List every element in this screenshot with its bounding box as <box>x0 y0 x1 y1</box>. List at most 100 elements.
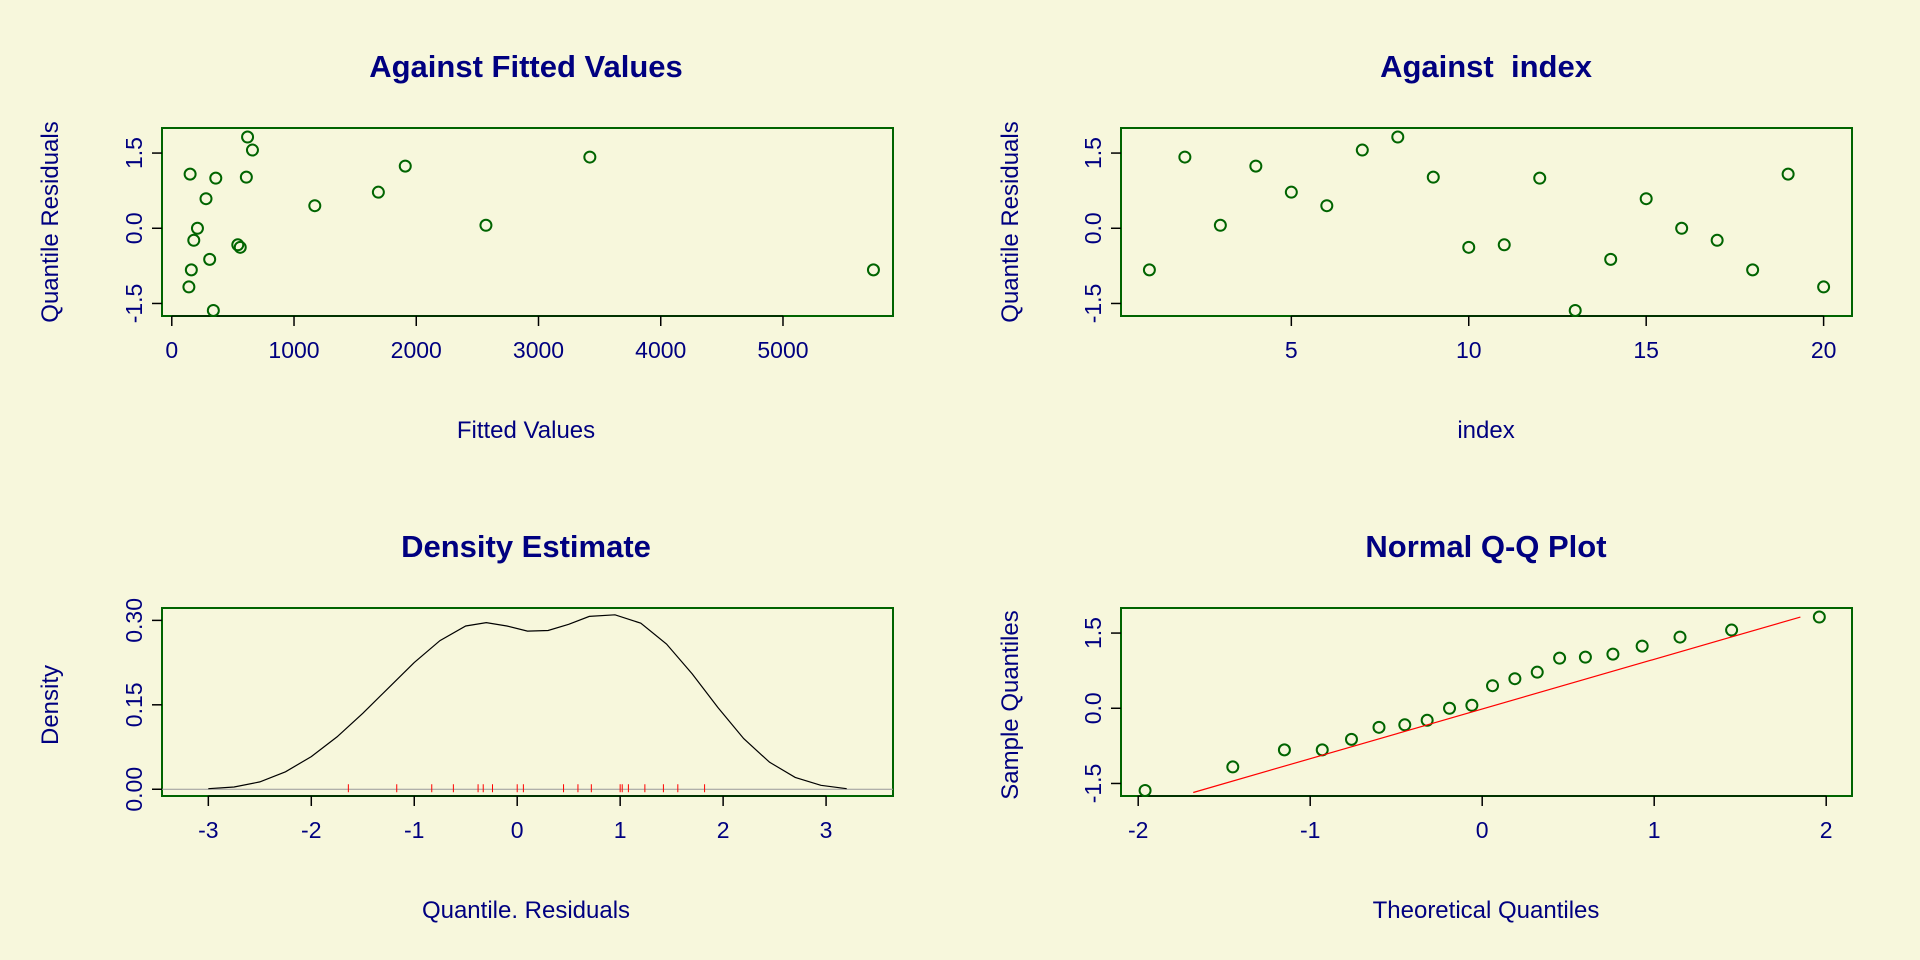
panel4-ylabel: Sample Quantiles <box>997 610 1024 799</box>
data-point <box>1578 650 1592 664</box>
data-point <box>1781 167 1795 181</box>
data-point <box>1817 280 1831 294</box>
x-tick-label: 2 <box>717 817 730 843</box>
y-tick-label: 0.15 <box>121 682 147 727</box>
data-point <box>398 159 412 173</box>
x-tick-label: -3 <box>198 817 218 843</box>
data-point <box>1530 665 1544 679</box>
y-tick-label: 1.5 <box>121 137 147 169</box>
panel4-title: Normal Q-Q Plot <box>1365 529 1606 564</box>
x-tick-label: 3 <box>820 817 833 843</box>
y-tick-label: 0.0 <box>121 212 147 244</box>
data-point <box>1443 701 1457 715</box>
data-point <box>1344 732 1358 746</box>
panel3-plot: -3 -2 -1 0 1 2 3 0.00 0.15 0.30 <box>121 598 894 843</box>
data-point <box>1604 252 1618 266</box>
y-tick-label: -1.5 <box>1080 284 1106 324</box>
data-point <box>1639 192 1653 206</box>
x-tick-label: 15 <box>1633 337 1659 363</box>
data-point <box>866 263 880 277</box>
x-tick-label: 2 <box>1820 817 1833 843</box>
panel3-title: Density Estimate <box>401 529 651 564</box>
x-tick-label: 0 <box>165 337 178 363</box>
panel3-ylabel: Density <box>37 665 64 745</box>
data-point <box>187 233 201 247</box>
x-tick-label: 5 <box>1285 337 1298 363</box>
panel1-title: Against Fitted Values <box>369 49 683 84</box>
data-point <box>1138 783 1152 797</box>
data-point <box>1465 698 1479 712</box>
y-tick-label: 0.0 <box>1080 692 1106 724</box>
data-point <box>1533 171 1547 185</box>
panel4-plot: -2 -1 0 1 2 -1.5 0.0 1.5 <box>1080 607 1853 843</box>
data-point <box>233 240 247 254</box>
y-tick-label: -1.5 <box>1080 764 1106 804</box>
data-point <box>1426 170 1440 184</box>
data-point <box>203 252 217 266</box>
x-tick-label: 1 <box>614 817 627 843</box>
x-tick-label: 1 <box>1648 817 1661 843</box>
data-point <box>1355 143 1369 157</box>
data-point <box>1746 263 1760 277</box>
panel1-plot: 0 1000 2000 3000 4000 5000 -1.5 0.0 1.5 <box>121 127 894 363</box>
data-point <box>1249 159 1263 173</box>
data-point <box>239 170 253 184</box>
data-point <box>231 238 245 252</box>
data-point <box>199 192 213 206</box>
data-point <box>1213 218 1227 232</box>
x-tick-label: 1000 <box>268 337 319 363</box>
x-tick-label: 4000 <box>635 337 686 363</box>
density-curve <box>208 614 847 790</box>
data-point <box>1725 623 1739 637</box>
data-point <box>1277 743 1291 757</box>
panel-density-estimate: Density Estimate Quantile. Residuals Den… <box>37 529 894 924</box>
x-tick-label: 5000 <box>757 337 808 363</box>
data-point <box>241 130 255 144</box>
data-point <box>1178 150 1192 164</box>
data-point <box>479 218 493 232</box>
data-point <box>371 185 385 199</box>
panel2-plot: 5 10 15 20 -1.5 0.0 1.5 <box>1080 127 1853 363</box>
panel4-xlabel: Theoretical Quantiles <box>1373 897 1600 924</box>
data-point <box>1606 647 1620 661</box>
data-point <box>1420 713 1434 727</box>
panel-against-index: Against index index Quantile Residuals 5… <box>997 49 1853 444</box>
qq-reference-line <box>1193 616 1801 794</box>
data-point <box>1142 263 1156 277</box>
data-point <box>1462 240 1476 254</box>
x-tick-label: -1 <box>1300 817 1320 843</box>
data-point <box>1486 679 1500 693</box>
panel1-ylabel: Quantile Residuals <box>37 121 64 322</box>
data-point <box>1391 130 1405 144</box>
y-tick-label: 1.5 <box>1080 617 1106 649</box>
data-point <box>1635 639 1649 653</box>
x-tick-label: -2 <box>1128 817 1148 843</box>
data-point <box>1673 630 1687 644</box>
x-tick-label: 10 <box>1456 337 1482 363</box>
x-tick-label: -2 <box>301 817 321 843</box>
y-tick-label: 0.30 <box>121 598 147 643</box>
data-point <box>1812 610 1826 624</box>
data-point <box>183 167 197 181</box>
data-point <box>1710 233 1724 247</box>
data-point <box>1398 718 1412 732</box>
x-tick-label: 0 <box>1476 817 1489 843</box>
data-point <box>1553 651 1567 665</box>
data-point <box>190 221 204 235</box>
data-point <box>209 171 223 185</box>
data-point <box>245 143 259 157</box>
data-point <box>1226 760 1240 774</box>
data-point <box>1284 185 1298 199</box>
panel-normal-qq: Normal Q-Q Plot Theoretical Quantiles Sa… <box>997 529 1853 924</box>
x-tick-label: 2000 <box>391 337 442 363</box>
data-point <box>308 199 322 213</box>
x-tick-label: -1 <box>404 817 424 843</box>
data-point <box>182 280 196 294</box>
y-tick-label: -1.5 <box>121 284 147 324</box>
data-point <box>1497 238 1511 252</box>
panel2-title: Against index <box>1380 49 1593 84</box>
panel2-xlabel: index <box>1457 417 1514 444</box>
panel1-xlabel: Fitted Values <box>457 417 595 444</box>
data-point <box>1320 199 1334 213</box>
